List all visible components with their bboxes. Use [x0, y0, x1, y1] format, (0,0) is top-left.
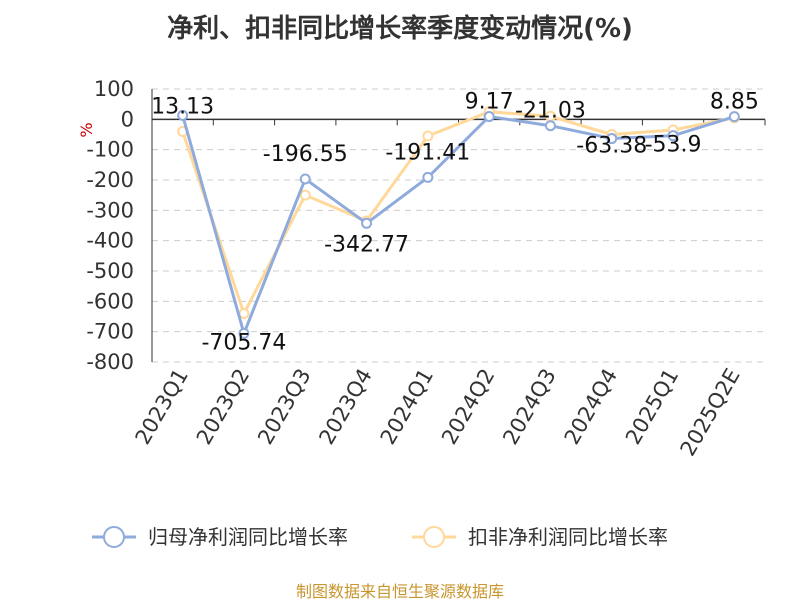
data-label: -63.38 — [576, 134, 647, 159]
y-tick-label: -400 — [86, 229, 134, 253]
data-label: 8.85 — [710, 90, 759, 115]
legend-marker — [103, 526, 125, 548]
data-point — [728, 111, 740, 123]
y-tick-label: -600 — [86, 289, 134, 313]
data-label: -191.41 — [385, 140, 470, 165]
x-tick-label: 2023Q3 — [253, 365, 315, 449]
x-tick-label: 2024Q4 — [560, 365, 622, 449]
data-point — [483, 111, 495, 123]
x-tick-label: 2024Q1 — [376, 364, 438, 448]
y-axis-unit: % — [77, 122, 96, 137]
y-tick-label: -300 — [86, 198, 134, 222]
data-label: -705.74 — [201, 330, 286, 355]
data-label: -53.9 — [645, 133, 702, 158]
legend-marker — [423, 526, 445, 548]
data-point — [299, 189, 311, 201]
y-tick-label: -100 — [86, 138, 134, 162]
x-tick-label: 2023Q1 — [131, 365, 193, 449]
data-point — [606, 133, 618, 145]
data-label: 13.13 — [151, 94, 214, 119]
data-label: 9.17 — [465, 90, 514, 115]
series-line-0 — [181, 114, 735, 335]
data-point — [422, 171, 434, 183]
data-point — [299, 173, 311, 185]
data-label: -21.03 — [515, 99, 586, 124]
data-label: -196.55 — [263, 142, 348, 167]
x-tick-label: 2024Q3 — [498, 365, 560, 449]
y-tick-label: 0 — [121, 107, 134, 131]
data-point — [177, 109, 189, 121]
x-tick-label: 2023Q2 — [192, 365, 254, 449]
x-tick-label: 2024Q2 — [437, 365, 499, 449]
x-tick-label: 2025Q2E — [676, 365, 745, 461]
y-tick-label: -700 — [86, 320, 134, 344]
y-tick-label: -500 — [86, 259, 134, 283]
data-point — [422, 130, 434, 142]
data-point — [238, 307, 250, 319]
data-point — [361, 217, 373, 229]
y-tick-label: -200 — [86, 168, 134, 192]
y-tick-label: -800 — [86, 350, 134, 374]
chart-title: 净利、扣非同比增长率季度变动情况(%) — [167, 14, 633, 44]
legend-label: 归母净利润同比增长率 — [148, 525, 348, 549]
data-point — [238, 327, 250, 339]
legend-label: 扣非净利润同比增长率 — [468, 525, 668, 549]
x-tick-label: 2025Q1 — [621, 365, 683, 449]
x-tick-label: 2023Q4 — [314, 365, 376, 449]
data-source: 制图数据来自恒生聚源数据库 — [295, 582, 504, 601]
data-label: -342.77 — [324, 232, 409, 257]
y-tick-label: 100 — [94, 77, 134, 101]
data-point — [667, 130, 679, 142]
data-point — [544, 120, 556, 132]
